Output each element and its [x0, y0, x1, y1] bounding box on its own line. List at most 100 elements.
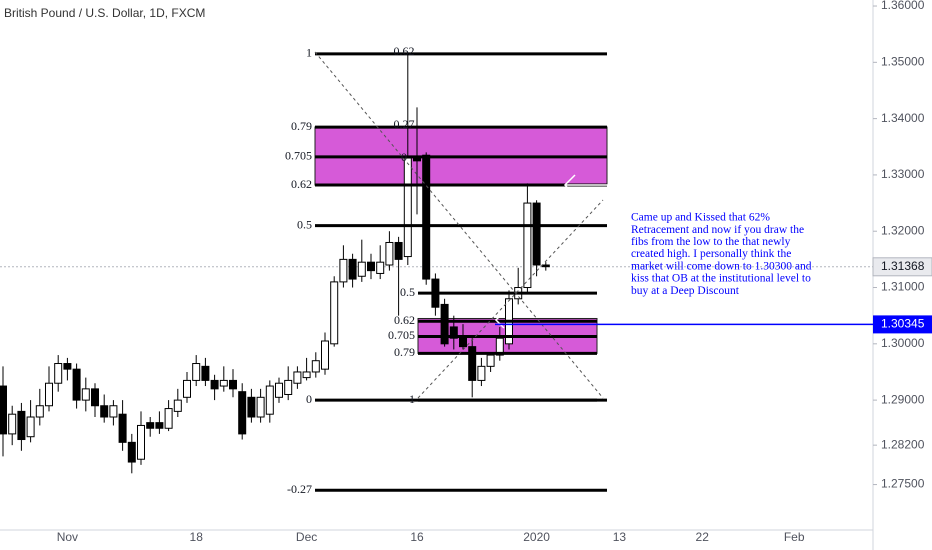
last-price-label: 1.31368: [881, 259, 925, 273]
candle-body: [523, 202, 532, 289]
fib-label: 0.5: [400, 285, 415, 299]
candle-body: [155, 422, 164, 429]
candle-body: [422, 154, 431, 280]
y-tick-label: 1.27500: [881, 477, 925, 491]
candle-body: [449, 326, 458, 339]
candle-body: [367, 261, 375, 272]
candle-body: [201, 365, 210, 381]
candle-body: [100, 405, 109, 418]
candle-body: [495, 337, 504, 356]
fib-label: 0.705: [285, 149, 312, 163]
candle-body: [192, 363, 201, 381]
candle-body: [8, 413, 17, 435]
candle-body: [348, 258, 357, 280]
annotation-line: created high. I personally think the: [631, 248, 791, 260]
fib-label: 0: [401, 150, 407, 164]
fib-label: 0: [306, 392, 312, 406]
annotation-line: fibs from the low to the that newly: [631, 236, 791, 248]
candle-body: [45, 382, 53, 407]
candle-body: [541, 264, 550, 268]
candle-body: [339, 258, 348, 283]
fib-label: 0.62: [394, 313, 415, 327]
last-price-box: [872, 257, 932, 277]
x-tick-label: 22: [696, 530, 710, 544]
candle-body: [284, 379, 293, 395]
candle-body: [394, 241, 403, 260]
candle-body: [486, 354, 495, 367]
candle-body: [91, 388, 99, 407]
candle-body: [459, 337, 467, 348]
candle-body: [403, 157, 412, 258]
fib-label: -0.27: [287, 482, 312, 496]
candle-body: [63, 363, 72, 370]
x-tick-label: 18: [190, 530, 204, 544]
candle-body: [330, 281, 339, 345]
candle-body: [275, 382, 283, 398]
candle-body: [183, 379, 191, 398]
marker-price-label: 1.30345: [881, 317, 925, 331]
candle-body: [468, 346, 477, 381]
annotation-line: buy at a Deep Discount: [631, 285, 740, 297]
candle-body: [256, 396, 265, 418]
fib-label: 0.79: [394, 345, 415, 359]
candle-body: [247, 396, 256, 418]
candle-body: [357, 261, 366, 277]
x-tick-label: Nov: [57, 530, 78, 544]
candle-body: [238, 391, 247, 435]
y-tick-label: 1.31000: [881, 280, 925, 294]
candle-body: [26, 416, 35, 438]
candle-body: [17, 410, 26, 441]
x-tick-label: 16: [410, 530, 424, 544]
y-tick-label: 1.36000: [881, 0, 925, 12]
fib-label: 1: [306, 46, 312, 60]
x-tick-label: 2020: [523, 530, 550, 544]
y-tick-label: 1.30000: [881, 336, 925, 350]
annotation-line: market will come down to 1.30300 and: [631, 260, 812, 272]
candle-body: [35, 405, 44, 418]
marker-price-box: [873, 315, 932, 334]
chart-title: British Pound / U.S. Dollar, 1D, FXCM: [4, 6, 205, 20]
candle-body: [72, 368, 81, 401]
fib-label: 0.5: [297, 217, 312, 231]
candle-body: [293, 371, 302, 384]
fib-label: 0.705: [388, 328, 415, 342]
candle-body: [311, 360, 320, 373]
y-tick-label: 1.35000: [881, 54, 925, 68]
annotation-line: kiss that OB at the institutional level …: [631, 273, 811, 285]
x-tick-label: Dec: [296, 530, 317, 544]
candle-body: [210, 379, 219, 390]
candle-body: [109, 405, 118, 418]
candle-body: [81, 388, 90, 401]
fib-label: 0.62: [394, 44, 415, 58]
candle-body: [532, 202, 541, 266]
candle-body: [127, 441, 136, 463]
fib-label: 0.62: [291, 177, 312, 191]
y-tick-label: 1.29000: [881, 392, 925, 406]
arrow: [494, 174, 676, 329]
candle-body: [219, 379, 228, 387]
y-tick-label: 1.32000: [881, 223, 925, 237]
candle-body: [173, 399, 182, 412]
candle-body: [385, 241, 394, 266]
candle-body: [164, 408, 173, 429]
fib-label: 0.79: [291, 119, 312, 133]
candle-body: [0, 385, 7, 435]
y-tick-label: 1.28200: [881, 437, 925, 451]
x-tick-label: 13: [613, 530, 627, 544]
candle-body: [54, 363, 63, 384]
candle-body: [440, 303, 449, 345]
annotation-line: Came up and Kissed that 62%: [631, 212, 770, 224]
candle-body: [137, 424, 145, 460]
candle-body: [265, 385, 274, 415]
candle-body: [118, 413, 127, 443]
x-tick-label: Feb: [784, 530, 805, 544]
candle-body: [229, 379, 237, 390]
fib-label: 1: [409, 392, 415, 406]
candle-body: [376, 261, 385, 274]
candle-body: [321, 340, 329, 370]
fib-label: 0.27: [394, 117, 415, 131]
candle-body: [413, 157, 421, 162]
y-tick-label: 1.33000: [881, 167, 925, 181]
